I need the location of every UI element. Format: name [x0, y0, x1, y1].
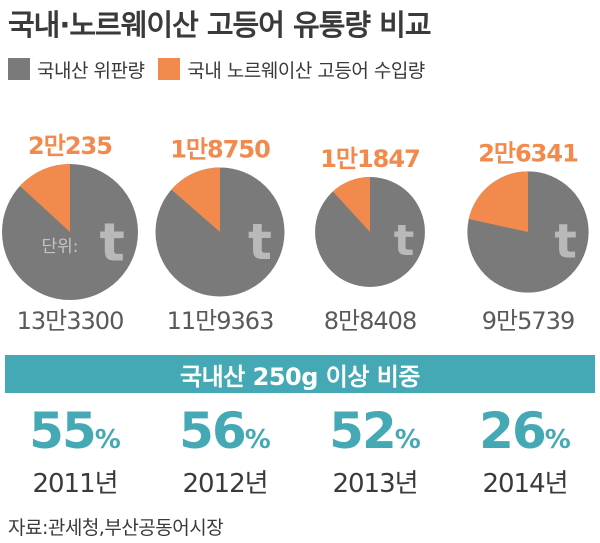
year-label-2013: 2013년 [332, 469, 418, 499]
domestic-value-label: 8만8408 [324, 307, 416, 335]
legend-label-domestic: 국내산 위판량 [37, 59, 145, 82]
pie-charts: t 2만235 13만3300 단위: t 1만8750 11만9363 t 1만1847 8만8… [2, 132, 589, 335]
share-number: 26 [479, 402, 547, 460]
source-note: 자료:관세청,부산공동어시장 [8, 517, 224, 539]
share-value-2012: 56% [150, 402, 300, 460]
import-value-label: 2만235 [28, 132, 112, 160]
legend-swatch-import [158, 58, 181, 80]
share-number: 56 [179, 402, 247, 460]
unit-t-icon: t [99, 213, 124, 274]
import-value-label: 1만8750 [170, 136, 270, 164]
legend-swatch-domestic [8, 58, 30, 80]
year-label-2011: 2011년 [32, 469, 118, 499]
share-number: 52 [329, 402, 397, 460]
domestic-value-label: 9만5739 [482, 307, 574, 335]
legend-item-import: 국내 노르웨이산 고등어 수입량 [158, 56, 425, 83]
domestic-value-label: 11만9363 [167, 307, 274, 335]
percent-sign: % [394, 425, 421, 455]
unit-note: 단위: [41, 237, 78, 257]
import-value-label: 2만6341 [478, 139, 578, 167]
percent-sign: % [544, 425, 571, 455]
share-value-2011: 55% [0, 402, 150, 460]
year-label-2014: 2014년 [482, 469, 568, 499]
unit-t-icon: t [394, 216, 415, 266]
page-title: 국내·노르웨이산 고등어 유통량 비교 [8, 8, 432, 42]
share-number: 55 [29, 402, 97, 460]
share-banner: 국내산 250g 이상 비중 [5, 355, 595, 393]
pie-import-slice [468, 171, 528, 232]
share-value-2014: 26% [450, 402, 600, 460]
legend-label-import: 국내 노르웨이산 고등어 수입량 [187, 59, 425, 82]
percent-sign: % [244, 425, 271, 455]
legend-item-domestic: 국내산 위판량 [8, 56, 145, 83]
percent-sign: % [94, 425, 121, 455]
unit-t-icon: t [554, 214, 576, 269]
unit-t-icon: t [248, 213, 272, 271]
pie-import-slice [171, 167, 220, 232]
pie-import-slice [19, 164, 70, 232]
share-value-2013: 52% [300, 402, 450, 460]
pie-import-slice [332, 177, 370, 232]
legend: 국내산 위판량 국내 노르웨이산 고등어 수입량 [8, 54, 439, 84]
import-value-label: 1만1847 [320, 145, 420, 173]
year-label-2012: 2012년 [182, 469, 268, 499]
domestic-value-label: 13만3300 [17, 307, 124, 335]
